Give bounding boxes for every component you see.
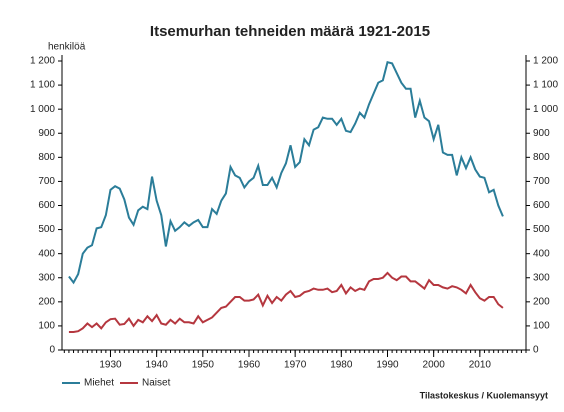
x-tick-label: 1940 [146,360,169,371]
y-axis-label: henkilöä [48,42,86,53]
x-tick-label: 2010 [469,360,492,371]
x-tick-label: 1990 [376,360,399,371]
x-tick-label: 1960 [238,360,261,371]
y-tick-label: 1 100 [30,80,55,91]
x-tick-label: 1970 [284,360,307,371]
y-tick-label: 900 [38,128,55,139]
y-tick-label: 0 [49,345,55,356]
y2-tick-label: 300 [533,272,550,283]
y2-tick-label: 1 200 [533,56,558,67]
x-tick-label: 1950 [192,360,215,371]
y2-tick-label: 600 [533,200,550,211]
y2-tick-label: 100 [533,321,550,332]
y2-tick-label: 500 [533,224,550,235]
x-tick-label: 2000 [423,360,446,371]
series-line [68,271,504,333]
y-tick-label: 400 [38,248,55,259]
x-tick-label: 1980 [330,360,353,371]
y2-tick-label: 900 [533,128,550,139]
y-tick-label: 200 [38,296,55,307]
y-tick-label: 800 [38,152,55,163]
y-tick-label: 1 000 [30,104,55,115]
legend-label: Miehet [84,378,114,389]
y2-tick-label: 800 [533,152,550,163]
x-tick-label: 1930 [99,360,122,371]
legend-label: Naiset [142,378,171,389]
series-line [68,60,504,285]
y2-tick-label: 700 [533,176,550,187]
y-tick-label: 300 [38,272,55,283]
y-tick-label: 700 [38,176,55,187]
source: Tilastokeskus / Kuolemansyyt [420,390,548,400]
y2-tick-label: 1 100 [533,80,558,91]
y2-tick-label: 1 000 [533,104,558,115]
chart-title: Itsemurhan tehneiden määrä 1921-2015 [150,23,430,40]
y2-tick-label: 0 [533,345,539,356]
y2-tick-label: 200 [533,296,550,307]
y-tick-label: 600 [38,200,55,211]
y-tick-label: 100 [38,321,55,332]
y-tick-label: 500 [38,224,55,235]
y2-tick-label: 400 [533,248,550,259]
y-tick-label: 1 200 [30,56,55,67]
